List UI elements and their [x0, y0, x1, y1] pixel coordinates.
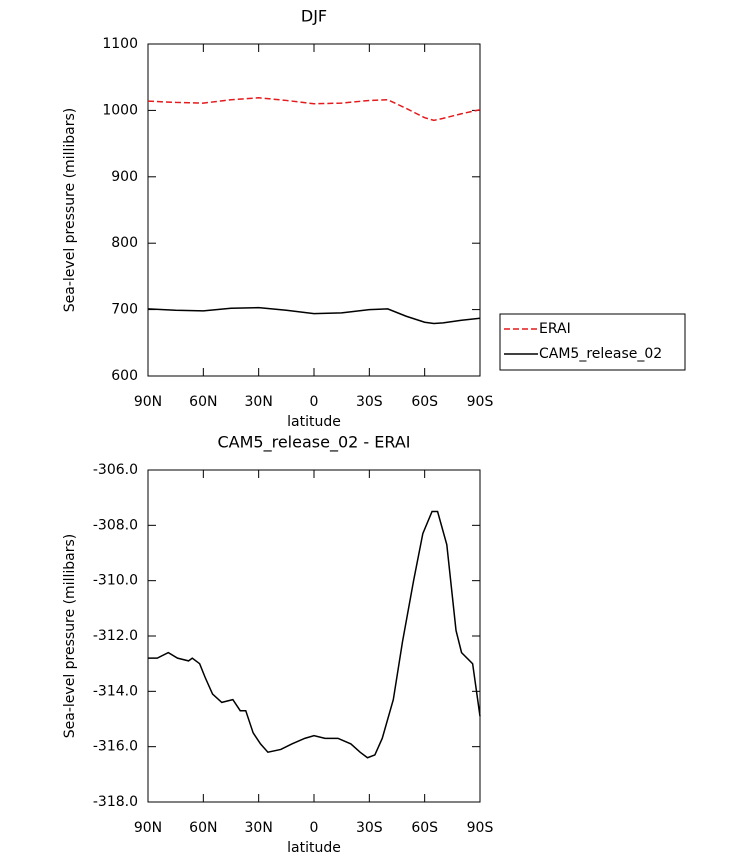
chart-title: DJF [301, 7, 327, 26]
legend-label: ERAI [539, 321, 571, 337]
y-axis-label: Sea-level pressure (millibars) [62, 108, 78, 312]
y-tick-label: -316.0 [93, 739, 138, 755]
y-tick-label: -310.0 [93, 573, 138, 589]
y-tick-label: 1000 [102, 102, 138, 118]
x-tick-label: 30S [356, 820, 383, 836]
x-tick-label: 60S [411, 820, 438, 836]
x-tick-label: 0 [310, 820, 319, 836]
data-line [147, 97, 481, 122]
y-axis-label: Sea-level pressure (millibars) [62, 534, 78, 738]
y-tick-label: -318.0 [93, 794, 138, 810]
chart-title: CAM5_release_02 - ERAI [218, 433, 411, 453]
y-tick-label: -312.0 [93, 628, 138, 644]
x-axis-label: latitude [287, 840, 341, 856]
x-tick-label: 90N [134, 394, 162, 410]
x-tick-label: 90S [467, 394, 494, 410]
y-tick-label: 700 [111, 302, 138, 318]
x-tick-label: 0 [310, 394, 319, 410]
x-tick-label: 30N [245, 394, 273, 410]
x-tick-label: 60S [411, 394, 438, 410]
y-tick-label: 900 [111, 169, 138, 185]
y-tick-label: 600 [111, 368, 138, 384]
x-tick-label: 60N [189, 820, 217, 836]
x-tick-label: 90N [134, 820, 162, 836]
y-tick-label: -306.0 [93, 462, 138, 478]
plot-frame [147, 469, 481, 803]
y-tick-label: -314.0 [93, 683, 138, 699]
data-line [147, 306, 481, 325]
y-tick-label: 800 [111, 235, 138, 251]
x-tick-label: 90S [467, 820, 494, 836]
x-tick-label: 30N [245, 820, 273, 836]
legend-box [499, 313, 686, 371]
x-tick-label: 60N [189, 394, 217, 410]
data-line [148, 510, 481, 759]
y-tick-label: -308.0 [93, 517, 138, 533]
plot-frame [147, 43, 481, 377]
y-tick-label: 1100 [102, 36, 138, 52]
legend-label: CAM5_release_02 [539, 346, 662, 362]
x-axis-label: latitude [287, 414, 341, 430]
x-tick-label: 30S [356, 394, 383, 410]
